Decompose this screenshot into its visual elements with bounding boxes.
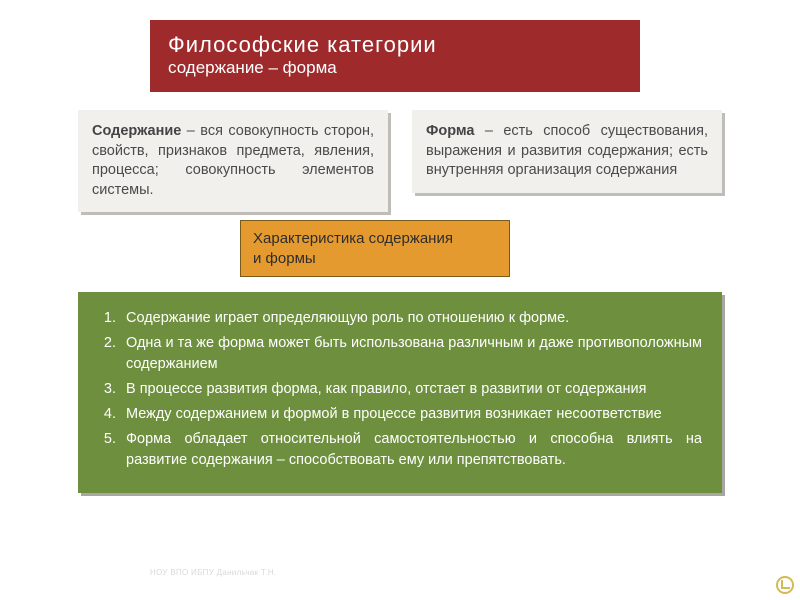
definition-left: Содержание – вся совокупность сторон, св… — [78, 110, 388, 212]
header-box: Философские категории содержание – форма — [150, 20, 640, 92]
list-item: Между содержанием и формой в процессе ра… — [120, 404, 702, 425]
characteristic-box: Характеристика содержания и формы — [240, 220, 510, 277]
list-item: Одна и та же форма может быть использова… — [120, 333, 702, 375]
header-subtitle: содержание – форма — [168, 58, 622, 78]
characteristic-line1: Характеристика содержания — [253, 229, 497, 249]
definition-left-term: Содержание — [92, 123, 181, 139]
characteristics-list: Содержание играет определяющую роль по о… — [98, 308, 702, 471]
list-item: В процессе развития форма, как правило, … — [120, 379, 702, 400]
list-item: Форма обладает относительной самостоятел… — [120, 429, 702, 471]
definition-right-term: Форма — [426, 123, 475, 139]
watermark-text: НОУ ВПО ИБПУ Данильчак Т.Н. — [150, 568, 276, 577]
characteristic-line2: и формы — [253, 249, 497, 269]
list-item: Содержание играет определяющую роль по о… — [120, 308, 702, 329]
header-title: Философские категории — [168, 32, 622, 58]
back-arrow-icon[interactable] — [776, 576, 794, 594]
definition-right: Форма – есть способ существования, выраж… — [412, 110, 722, 193]
list-box: Содержание играет определяющую роль по о… — [78, 292, 722, 493]
